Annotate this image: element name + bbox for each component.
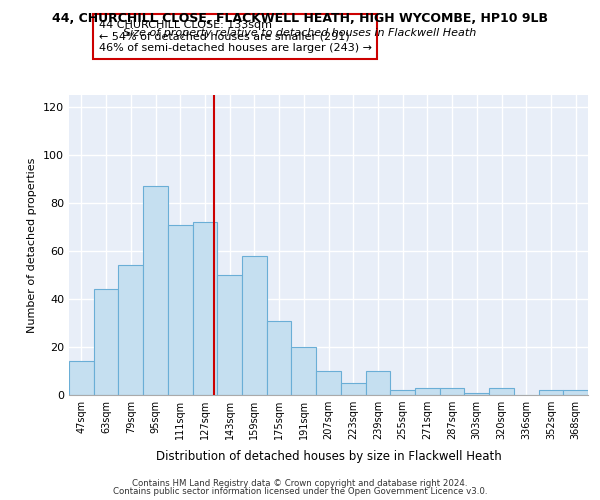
Bar xyxy=(217,275,242,395)
Bar xyxy=(365,371,390,395)
Y-axis label: Number of detached properties: Number of detached properties xyxy=(28,158,37,332)
Bar xyxy=(118,266,143,395)
Bar xyxy=(415,388,440,395)
Bar xyxy=(440,388,464,395)
Bar xyxy=(464,392,489,395)
Bar xyxy=(489,388,514,395)
X-axis label: Distribution of detached houses by size in Flackwell Heath: Distribution of detached houses by size … xyxy=(155,450,502,464)
Bar xyxy=(69,362,94,395)
Text: Contains HM Land Registry data © Crown copyright and database right 2024.: Contains HM Land Registry data © Crown c… xyxy=(132,478,468,488)
Text: 44 CHURCHILL CLOSE: 133sqm
← 54% of detached houses are smaller (291)
46% of sem: 44 CHURCHILL CLOSE: 133sqm ← 54% of deta… xyxy=(98,20,371,53)
Bar xyxy=(316,371,341,395)
Bar xyxy=(143,186,168,395)
Bar xyxy=(292,347,316,395)
Bar xyxy=(563,390,588,395)
Bar xyxy=(94,290,118,395)
Bar xyxy=(539,390,563,395)
Text: Size of property relative to detached houses in Flackwell Heath: Size of property relative to detached ho… xyxy=(124,28,476,38)
Bar xyxy=(267,320,292,395)
Bar xyxy=(168,224,193,395)
Bar xyxy=(242,256,267,395)
Text: 44, CHURCHILL CLOSE, FLACKWELL HEATH, HIGH WYCOMBE, HP10 9LB: 44, CHURCHILL CLOSE, FLACKWELL HEATH, HI… xyxy=(52,12,548,26)
Text: Contains public sector information licensed under the Open Government Licence v3: Contains public sector information licen… xyxy=(113,487,487,496)
Bar xyxy=(193,222,217,395)
Bar xyxy=(341,383,365,395)
Bar xyxy=(390,390,415,395)
